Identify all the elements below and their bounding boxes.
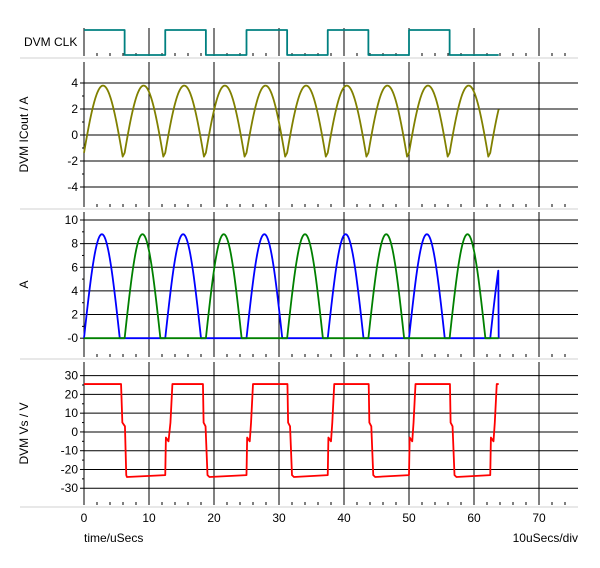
y-axis-label: DVM ICout / A — [17, 96, 31, 172]
y-tick-label: 10 — [65, 406, 79, 420]
y-axis-label: DVM CLK — [24, 35, 77, 49]
x-tick-label: 0 — [81, 511, 88, 525]
y-tick-label: -30 — [61, 481, 79, 495]
y-tick-label: 4 — [71, 76, 78, 90]
y-tick-label: 2 — [71, 308, 78, 322]
x-tick-label: 30 — [272, 511, 286, 525]
y-tick-label: 8 — [71, 237, 78, 251]
x-tick-label: 20 — [207, 511, 221, 525]
x-tick-label: 50 — [402, 511, 416, 525]
panel-clock: DVM CLK — [20, 28, 578, 59]
x-tick-label: 40 — [337, 511, 351, 525]
panel-icout: 4 2 0 -2 -4 DVM ICout / A — [17, 62, 578, 210]
scale-label: 10uSecs/div — [513, 531, 578, 545]
x-tick-label: 70 — [532, 511, 546, 525]
y-tick-label: 0 — [71, 425, 78, 439]
y-tick-label: 0 — [71, 128, 78, 142]
series-clock-0 — [84, 29, 499, 56]
series-current-1 — [84, 233, 499, 340]
y-axis-label: A — [17, 280, 31, 288]
y-tick-label: -2 — [67, 154, 78, 168]
y-tick-label: 30 — [65, 369, 79, 383]
y-tick-label: 2 — [71, 102, 78, 116]
x-tick-label: 10 — [142, 511, 156, 525]
x-tick-label: 60 — [467, 511, 481, 525]
y-tick-label: 20 — [65, 387, 79, 401]
y-axis-label: DVM Vs / V — [17, 402, 31, 464]
series-vs-0 — [84, 383, 499, 478]
series-icout — [83, 84, 500, 158]
panel-current: 10 8 6 4 2 -0 A — [17, 212, 578, 360]
y-tick-label: -4 — [67, 180, 78, 194]
x-axis-label: time/uSecs — [84, 531, 143, 545]
series-current-0 — [83, 233, 500, 340]
y-tick-label: 6 — [71, 260, 78, 274]
y-tick-label: 10 — [65, 213, 79, 227]
y-tick-label: -10 — [61, 444, 79, 458]
y-tick-label: -0 — [67, 331, 78, 345]
y-tick-label: 4 — [71, 284, 78, 298]
panel-vs: 30 20 10 0 -10 -20 -30 DVM Vs / V 0 10 20 30 40 50 60 7… — [17, 362, 578, 525]
y-tick-label: -20 — [61, 462, 79, 476]
